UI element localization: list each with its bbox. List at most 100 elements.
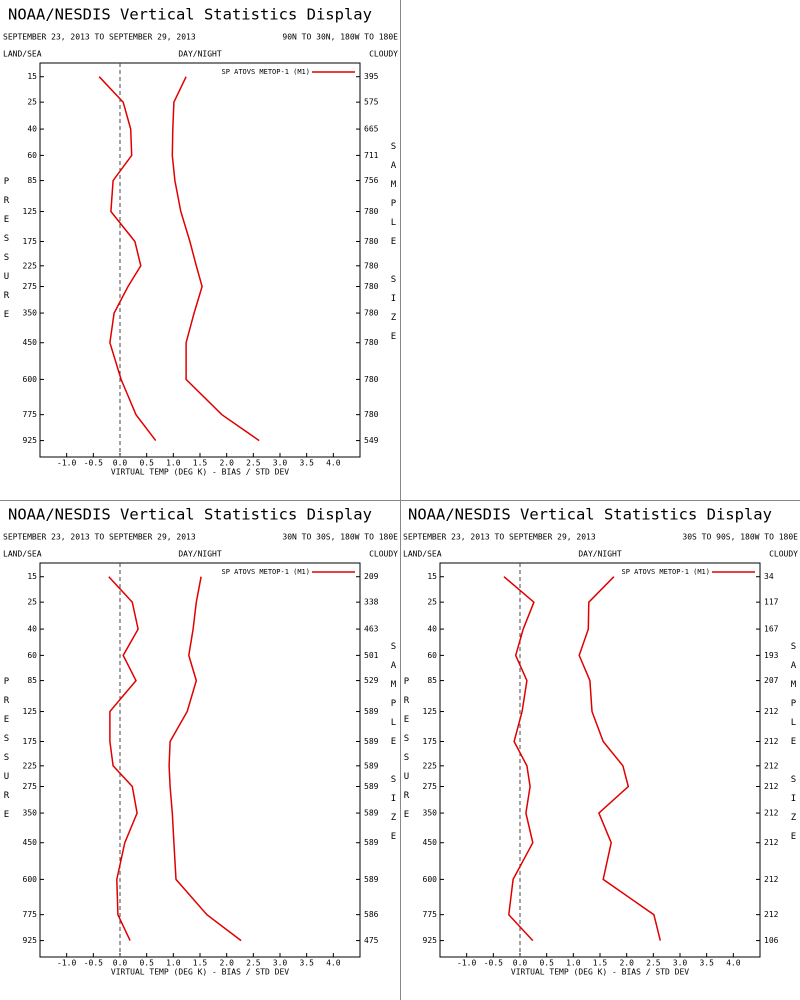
y-tick-label: 85 [427, 676, 437, 685]
sample-size: 589 [364, 761, 379, 770]
x-tick-label: 2.5 [246, 459, 261, 468]
x-axis-label: VIRTUAL TEMP (DEG K) - BIAS / STD DEV [111, 968, 289, 977]
y2-axis-label: SAMPLE SIZE [389, 142, 399, 351]
series-line [98, 76, 157, 442]
x-tick-label: -0.5 [84, 959, 103, 968]
y-tick-label: 450 [23, 338, 38, 347]
region: 30N TO 30S, 180W TO 180E [282, 533, 398, 542]
x-tick-label: 1.0 [166, 459, 181, 468]
land-sea-label: LAND/SEA [3, 50, 42, 59]
sample-size: 212 [764, 910, 779, 919]
x-tick-label: 0.5 [539, 959, 554, 968]
date-range: SEPTEMBER 23, 2013 TO SEPTEMBER 29, 2013 [3, 33, 196, 42]
sample-size: 575 [364, 98, 379, 107]
sample-size: 589 [364, 875, 379, 884]
land-sea-label: LAND/SEA [403, 550, 442, 559]
y-tick-label: 85 [27, 676, 37, 685]
land-sea-label: LAND/SEA [3, 550, 42, 559]
y-tick-label: 600 [423, 875, 438, 884]
y-tick-label: 225 [423, 761, 438, 770]
y-tick-label: 175 [23, 237, 38, 246]
y-tick-label: 15 [27, 572, 37, 581]
sample-size: 589 [364, 737, 379, 746]
y-tick-label: 15 [27, 72, 37, 81]
y-tick-label: 125 [23, 207, 38, 216]
y-tick-label: 925 [23, 936, 38, 945]
x-tick-label: 1.5 [193, 959, 208, 968]
y-tick-label: 175 [423, 737, 438, 746]
sample-size: 117 [764, 598, 779, 607]
y-tick-label: 275 [423, 782, 438, 791]
sample-size: 475 [364, 936, 379, 945]
x-tick-label: 2.0 [619, 959, 634, 968]
sample-size: 589 [364, 838, 379, 847]
x-tick-label: 3.0 [273, 959, 288, 968]
sample-size: 501 [364, 651, 379, 660]
sample-size: 212 [764, 809, 779, 818]
day-night-label: DAY/NIGHT [178, 50, 222, 59]
legend-label: SP ATOVS METOP-1 (M1) [221, 568, 310, 576]
y-tick-label: 40 [27, 125, 37, 134]
chart-panel: NOAA/NESDIS Vertical Statistics Display S… [2, 506, 399, 977]
y-tick-label: 25 [27, 598, 37, 607]
x-tick-label: 2.5 [646, 959, 661, 968]
legend-label: SP ATOVS METOP-1 (M1) [221, 68, 310, 76]
sample-size: 34 [764, 572, 774, 581]
sample-size: 586 [364, 910, 379, 919]
y-tick-label: 225 [23, 761, 38, 770]
cloudy-label: CLOUDY [369, 50, 398, 59]
y-tick-label: 40 [427, 625, 437, 634]
y-axis-label: PRESSURE [2, 677, 12, 829]
y-tick-label: 25 [427, 598, 437, 607]
sample-size: 106 [764, 936, 779, 945]
chart-panel: NOAA/NESDIS Vertical Statistics Display S… [402, 506, 799, 977]
sample-size: 780 [364, 207, 379, 216]
y-tick-label: 450 [423, 838, 438, 847]
day-night-label: DAY/NIGHT [178, 550, 222, 559]
y-tick-label: 85 [27, 176, 37, 185]
y-tick-label: 275 [23, 782, 38, 791]
y-tick-label: 350 [23, 809, 38, 818]
x-tick-label: 0.5 [139, 959, 154, 968]
sample-size: 167 [764, 625, 779, 634]
chart-title: NOAA/NESDIS Vertical Statistics Display [8, 506, 372, 524]
sample-size: 780 [364, 375, 379, 384]
sample-size: 780 [364, 282, 379, 291]
x-tick-label: -1.0 [57, 459, 76, 468]
sample-size: 589 [364, 809, 379, 818]
y-tick-label: 350 [23, 309, 38, 318]
x-tick-label: -0.5 [484, 959, 503, 968]
y-tick-label: 60 [27, 651, 37, 660]
x-tick-label: 2.0 [219, 959, 234, 968]
y-axis-label: PRESSURE [402, 677, 412, 829]
region: 30S TO 90S, 180W TO 180E [682, 533, 798, 542]
y-tick-label: 600 [23, 875, 38, 884]
chart-title: NOAA/NESDIS Vertical Statistics Display [408, 506, 772, 524]
x-tick-label: 3.5 [299, 959, 314, 968]
sample-size: 207 [764, 676, 779, 685]
sample-size: 529 [364, 676, 379, 685]
day-night-label: DAY/NIGHT [578, 550, 622, 559]
series-line [503, 576, 535, 942]
cloudy-label: CLOUDY [769, 550, 798, 559]
y2-axis-label: SAMPLE SIZE [389, 642, 399, 851]
y-tick-label: 25 [27, 98, 37, 107]
y-tick-label: 775 [423, 910, 438, 919]
x-tick-label: 3.5 [699, 959, 714, 968]
sample-size: 589 [364, 707, 379, 716]
y-tick-label: 175 [23, 737, 38, 746]
y-tick-label: 60 [427, 651, 437, 660]
y-tick-label: 40 [27, 625, 37, 634]
x-tick-label: 0.5 [139, 459, 154, 468]
x-tick-label: 4.0 [326, 459, 341, 468]
x-tick-label: -1.0 [457, 959, 476, 968]
sample-size: 549 [364, 436, 379, 445]
sample-size: 780 [364, 338, 379, 347]
x-tick-label: 1.5 [593, 959, 608, 968]
sample-size: 193 [764, 651, 779, 660]
region: 90N TO 30N, 180W TO 180E [282, 33, 398, 42]
series-line [168, 576, 242, 942]
x-tick-label: 2.5 [246, 959, 261, 968]
sample-size: 212 [764, 875, 779, 884]
x-tick-label: 4.0 [326, 959, 341, 968]
